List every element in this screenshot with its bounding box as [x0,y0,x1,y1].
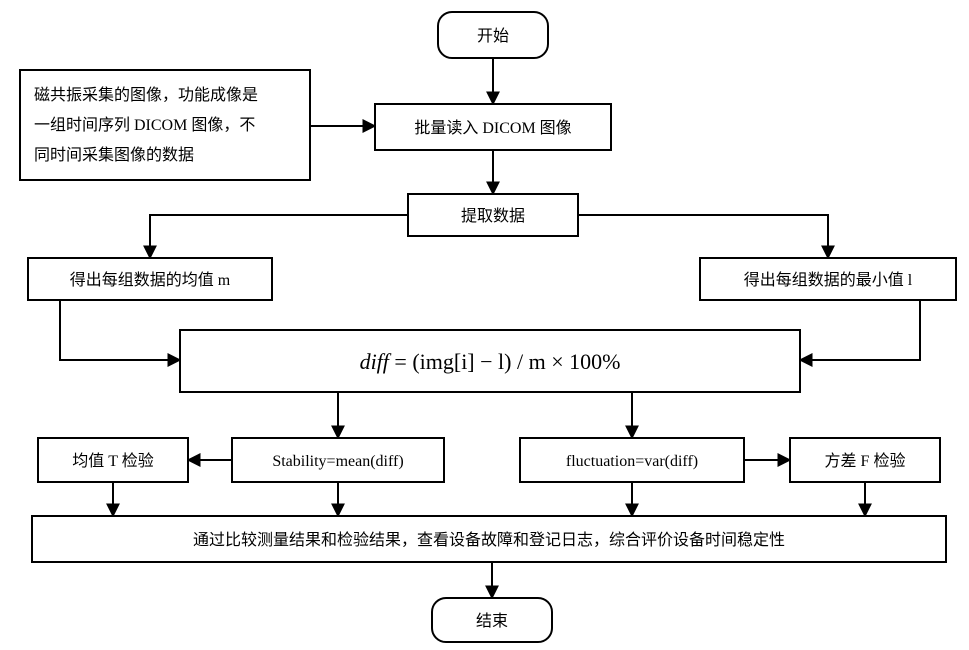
node-label: 批量读入 DICOM 图像 [414,119,571,137]
node-extract: 提取数据 [408,194,578,236]
node-min_l: 得出每组数据的最小值 l [700,258,956,300]
node-text: 同时间采集图像的数据 [34,146,194,164]
node-t_test: 均值 T 检验 [38,438,188,482]
node-desc: 磁共振采集的图像，功能成像是一组时间序列 DICOM 图像，不同时间采集图像的数… [20,70,310,180]
node-label: 通过比较测量结果和检验结果，查看设备故障和登记日志，综合评价设备时间稳定性 [193,531,785,549]
node-label: 开始 [477,27,509,45]
edge-extract-mean_m [150,215,408,258]
node-eval: 通过比较测量结果和检验结果，查看设备故障和登记日志，综合评价设备时间稳定性 [32,516,946,562]
node-label: 结束 [476,612,508,630]
node-label: 得出每组数据的均值 m [70,271,231,289]
edge-mean_m-formula [60,300,180,360]
node-readin: 批量读入 DICOM 图像 [375,104,611,150]
flowchart-canvas: 开始磁共振采集的图像，功能成像是一组时间序列 DICOM 图像，不同时间采集图像… [0,0,969,650]
node-text: 磁共振采集的图像，功能成像是 [34,86,258,104]
formula-text: diff = (img[i] − l) / m × 100% [360,349,621,374]
node-label: 提取数据 [461,207,525,225]
node-end: 结束 [432,598,552,642]
node-stability: Stability=mean(diff) [232,438,444,482]
node-label: 方差 F 检验 [825,452,906,470]
node-label: fluctuation=var(diff) [566,453,698,470]
node-formula: diff = (img[i] − l) / m × 100% [180,330,800,392]
edge-min_l-formula [800,300,920,360]
node-label: Stability=mean(diff) [272,453,403,470]
node-mean_m: 得出每组数据的均值 m [28,258,272,300]
node-fluct: fluctuation=var(diff) [520,438,744,482]
edge-extract-min_l [578,215,828,258]
node-f_test: 方差 F 检验 [790,438,940,482]
node-label: 均值 T 检验 [72,452,154,470]
nodes-layer: 开始磁共振采集的图像，功能成像是一组时间序列 DICOM 图像，不同时间采集图像… [20,12,956,642]
node-start: 开始 [438,12,548,58]
node-text: 一组时间序列 DICOM 图像，不 [34,116,255,134]
node-label: 得出每组数据的最小值 l [744,271,913,289]
